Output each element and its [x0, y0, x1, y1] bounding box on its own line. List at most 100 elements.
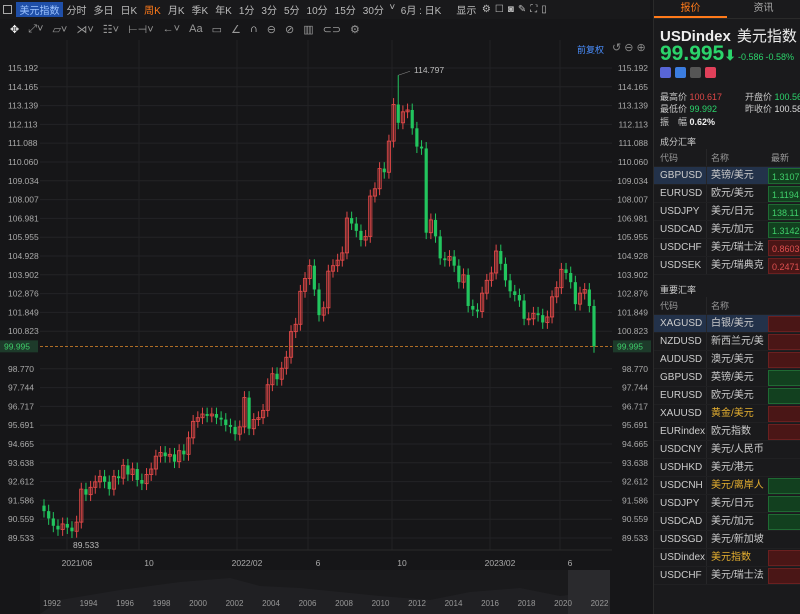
candle	[102, 469, 107, 489]
table-row[interactable]: EURUSD 欧元/美元 1.1194	[654, 185, 800, 203]
layout-icon[interactable]	[3, 5, 12, 14]
row-code: EURUSD	[660, 188, 703, 199]
fullscreen-icon[interactable]: ⛶	[530, 4, 538, 15]
tab-news[interactable]: 资讯	[753, 3, 774, 14]
table-row[interactable]: XAGUSD 白银/美元	[654, 315, 800, 333]
table-row[interactable]: AUDUSD 澳元/美元	[654, 351, 800, 369]
chart-controls[interactable]: ↺⊖⊕	[612, 41, 649, 54]
range-select[interactable]: 6月 : 日K	[400, 6, 442, 17]
sidebar-toggle-icon[interactable]: ▯	[541, 4, 547, 15]
low-label: 89.533	[73, 540, 99, 550]
table-row[interactable]: EURindex 欧元指数	[654, 423, 800, 441]
period-tab[interactable]: 15分	[334, 6, 356, 17]
y-tick-label-left: 89.533	[8, 533, 34, 543]
table-row[interactable]: USDJPY 美元/日元 138.11	[654, 203, 800, 221]
tag-icon[interactable]	[675, 67, 686, 78]
y-tick-label-left: 96.717	[8, 401, 34, 411]
table-row[interactable]: USDCAD 美元/加元	[654, 513, 800, 531]
camera-icon[interactable]: ◙	[507, 4, 514, 15]
comment-tool-icon[interactable]: ▭	[211, 23, 222, 36]
arrow-tool-icon[interactable]: ←˅	[162, 23, 181, 35]
candle	[550, 290, 555, 324]
magnet-icon[interactable]: ∩	[249, 23, 258, 35]
candlestick-chart[interactable]: 115.192 115.192 114.165 114.165 113.139 113.1…	[0, 40, 652, 614]
line-tool-icon[interactable]: ⤢˅	[28, 22, 44, 35]
table-row[interactable]: NZDUSD 新西兰元/美元	[654, 333, 800, 351]
table-row[interactable]: USDindex 美元指数	[654, 549, 800, 567]
move-icon[interactable]: ✥	[10, 23, 20, 36]
period-tab[interactable]: 10分	[306, 6, 328, 17]
table-row[interactable]: XAUUSD 黄金/美元	[654, 405, 800, 423]
y-tick-label-left: 101.849	[8, 307, 39, 317]
text-tool-icon[interactable]: Aa	[189, 23, 203, 35]
table-row[interactable]: USDSEK 美元/瑞典克 0.2471	[654, 257, 800, 275]
period-tab[interactable]: 30分	[362, 6, 384, 17]
navigator-window[interactable]	[568, 570, 610, 614]
table-row[interactable]: EURUSD 欧元/美元	[654, 387, 800, 405]
price-change-pct: -0.58%	[765, 52, 795, 62]
delete-icon[interactable]: ▥	[303, 23, 314, 36]
period-tab[interactable]: 周K	[144, 6, 161, 17]
display-menu[interactable]: 显示	[456, 6, 477, 17]
settings-icon[interactable]: ⚙	[481, 4, 491, 15]
pencil-icon[interactable]: ✎	[517, 4, 527, 15]
row-code: GBPUSD	[660, 170, 703, 181]
measure-tool-icon[interactable]: ⊢⊣˅	[128, 23, 154, 36]
price-change: -0.586	[737, 52, 764, 62]
y-tick-label-right: 110.060	[618, 157, 648, 167]
table-row[interactable]: USDCNY 美元/人民币	[654, 441, 800, 459]
table-row[interactable]: GBPUSD 英镑/美元 1.3107	[654, 167, 800, 185]
table-row[interactable]: GBPUSD 英镑/美元	[654, 369, 800, 387]
y-tick-label-right: 109.034	[617, 176, 648, 186]
adjust-label[interactable]: 前复权	[577, 45, 605, 55]
link-icon[interactable]: ⊂⊃	[322, 23, 342, 36]
candle	[554, 281, 559, 304]
period-tab[interactable]: 5分	[283, 6, 300, 17]
candle	[457, 259, 461, 289]
row-value	[768, 442, 800, 458]
table-row[interactable]: USDCHF 美元/瑞士法郎	[654, 567, 800, 585]
candle	[438, 229, 442, 265]
period-tab[interactable]: 分时	[66, 6, 87, 17]
favorite-icon[interactable]	[705, 67, 716, 78]
candle	[321, 301, 326, 322]
x-tick-label: 10	[397, 558, 407, 568]
row-value	[768, 405, 800, 422]
channel-tool-icon[interactable]: ▱˅	[52, 23, 68, 36]
symbol-tab[interactable]: 美元指数	[16, 2, 63, 17]
period-tab[interactable]: 多日	[93, 6, 114, 17]
lock-icon[interactable]: ⊖	[266, 23, 276, 36]
period-tab[interactable]: 年K	[215, 6, 232, 17]
row-name: 美元/离岸人民币	[706, 477, 764, 494]
window-icon[interactable]: ☐	[494, 4, 504, 15]
row-code: USDCAD	[660, 516, 703, 527]
candle	[559, 262, 564, 295]
settings-icon[interactable]: ⚙	[350, 23, 360, 36]
period-tab[interactable]: 1分	[238, 6, 255, 17]
hide-icon[interactable]: ⊘	[284, 23, 295, 36]
navigator-year-label: 2018	[518, 599, 536, 608]
chevron-down-icon[interactable]: ˅	[389, 2, 396, 13]
tab-quote[interactable]: 报价	[654, 0, 727, 18]
candle	[541, 308, 545, 329]
angle-icon[interactable]: ∠	[230, 23, 241, 36]
period-tab[interactable]: 月K	[167, 6, 185, 17]
y-tick-label-left: 110.060	[8, 157, 38, 167]
table-row[interactable]: USDJPY 美元/日元	[654, 495, 800, 513]
row-name: 美元/加元	[706, 513, 764, 530]
fib-tool-icon[interactable]: ☷˅	[102, 23, 120, 36]
pattern-tool-icon[interactable]: ⋊˅	[76, 23, 94, 36]
period-tab[interactable]: 3分	[261, 6, 277, 17]
table-row[interactable]: USDCHF 美元/瑞士法 0.8603	[654, 239, 800, 257]
table-row[interactable]: USDHKD 美元/港元	[654, 459, 800, 477]
period-tab[interactable]: 日K	[120, 6, 138, 17]
period-tab[interactable]: 季K	[191, 6, 209, 17]
y-tick-label-left: 111.088	[8, 138, 38, 148]
table-row[interactable]: USDCAD 美元/加元 1.3142	[654, 221, 800, 239]
candle	[130, 462, 135, 481]
chart-icon[interactable]	[660, 67, 671, 78]
note-icon[interactable]	[690, 67, 701, 78]
row-code: GBPUSD	[660, 372, 703, 383]
